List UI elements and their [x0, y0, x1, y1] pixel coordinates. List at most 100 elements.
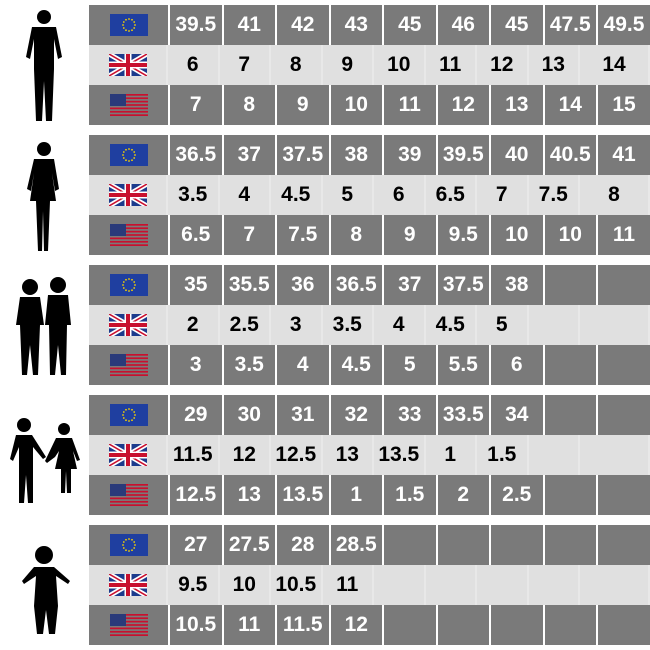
us-flag-icon [89, 475, 168, 515]
size-cell: 29 [170, 395, 222, 435]
eu-flag-icon [89, 525, 168, 565]
size-cell [528, 305, 580, 345]
size-cell: 1.5 [384, 475, 436, 515]
size-cell: 39.5 [437, 135, 489, 175]
size-cell: 35 [170, 265, 222, 305]
size-cell: 40 [491, 135, 543, 175]
size-cell: 31 [277, 395, 329, 435]
size-cell: 12 [437, 85, 489, 125]
size-cell: 7 [170, 85, 222, 125]
size-cell: 36 [277, 265, 329, 305]
size-cell: 2.5 [219, 305, 271, 345]
size-cell: 38 [330, 135, 382, 175]
size-cell: 5 [322, 175, 374, 215]
size-cell: 11 [598, 215, 650, 255]
size-cell [544, 265, 596, 305]
us-sizes-row: 10.5 11 11.5 12 [89, 605, 650, 645]
size-cell [384, 525, 436, 565]
size-cell [544, 525, 596, 565]
us-sizes-row: 3 3.5 4 4.5 5 5.5 6 [89, 345, 650, 385]
size-cell: 8 [223, 85, 275, 125]
size-cell [491, 605, 543, 645]
size-cell: 42 [277, 5, 329, 45]
eu-flag-icon [89, 135, 168, 175]
size-cell: 11.5 [277, 605, 329, 645]
size-cell: 43 [330, 5, 382, 45]
size-cell [374, 565, 426, 605]
size-cell: 1.5 [477, 435, 529, 475]
size-group: 27 27.5 28 28.5 9.5 10 10.5 11 10.5 11 11.5 12 [0, 525, 650, 645]
size-group: 29 30 31 32 33 33.5 34 11.5 12 12.5 13 13.5 1 1.5 12.5… [0, 395, 650, 515]
size-cell: 7 [223, 215, 275, 255]
size-cell: 7.5 [277, 215, 329, 255]
size-cell: 37 [384, 265, 436, 305]
size-cell: 11 [384, 85, 436, 125]
uk-flag-icon [89, 305, 168, 345]
size-cell: 6 [491, 345, 543, 385]
size-cell: 41 [598, 135, 650, 175]
size-cell: 36.5 [330, 265, 382, 305]
eu-flag-icon [89, 395, 168, 435]
size-cell [598, 345, 650, 385]
size-cell: 13 [223, 475, 275, 515]
size-cell: 28.5 [330, 525, 382, 565]
size-cell: 15 [598, 85, 650, 125]
size-cell: 35.5 [223, 265, 275, 305]
size-cell: 13 [322, 435, 374, 475]
size-cell: 11 [322, 565, 374, 605]
size-cell: 7.5 [528, 175, 580, 215]
size-cell [598, 265, 650, 305]
size-cell [598, 395, 650, 435]
size-cell: 3.5 [168, 175, 220, 215]
size-cell: 38 [491, 265, 543, 305]
size-cell [437, 605, 489, 645]
size-cell: 34 [491, 395, 543, 435]
uk-flag-icon [89, 435, 168, 475]
size-cell [477, 565, 529, 605]
size-cell: 1 [425, 435, 477, 475]
size-cell: 2 [437, 475, 489, 515]
size-cell: 12.5 [271, 435, 323, 475]
size-cell: 13 [528, 45, 580, 85]
size-group: 36.5 37 37.5 38 39 39.5 40 40.5 41 3.5 4 4.5 5 6 6.5 7 7… [0, 135, 650, 255]
size-cell [544, 395, 596, 435]
size-cell: 12 [477, 45, 529, 85]
size-cell: 45 [384, 5, 436, 45]
size-cell [544, 345, 596, 385]
size-cell: 8 [330, 215, 382, 255]
eu-sizes-row: 36.5 37 37.5 38 39 39.5 40 40.5 41 [89, 135, 650, 175]
size-cell: 37.5 [277, 135, 329, 175]
size-cell: 6.5 [170, 215, 222, 255]
size-cell: 12 [330, 605, 382, 645]
size-cell: 7 [219, 45, 271, 85]
size-cell: 41 [223, 5, 275, 45]
size-cell [528, 435, 580, 475]
eu-flag-icon [89, 5, 168, 45]
eu-flag-icon [89, 265, 168, 305]
eu-sizes-row: 39.5 41 42 43 45 46 45 47.5 49.5 [89, 5, 650, 45]
size-cell: 9 [322, 45, 374, 85]
size-cell: 47.5 [544, 5, 596, 45]
uk-sizes-row: 6 7 8 9 10 11 12 13 14 [89, 45, 650, 85]
size-cell: 10 [374, 45, 426, 85]
size-cell: 39.5 [170, 5, 222, 45]
us-sizes-row: 6.5 7 7.5 8 9 9.5 10 10 11 [89, 215, 650, 255]
size-cell [580, 435, 650, 475]
size-cell: 6.5 [425, 175, 477, 215]
size-cell: 7 [477, 175, 529, 215]
teens-silhouette-icon [0, 265, 88, 385]
size-cell [425, 565, 477, 605]
eu-sizes-row: 29 30 31 32 33 33.5 34 [89, 395, 650, 435]
size-cell: 3.5 [223, 345, 275, 385]
size-cell: 14 [580, 45, 650, 85]
size-group: 39.5 41 42 43 45 46 45 47.5 49.5 6 7 8 9 10 11 12 13 14 7 8… [0, 5, 650, 125]
size-cell: 30 [223, 395, 275, 435]
eu-sizes-row: 27 27.5 28 28.5 [89, 525, 650, 565]
us-sizes-row: 7 8 9 10 11 12 13 14 15 [89, 85, 650, 125]
size-cell: 39 [384, 135, 436, 175]
size-cell [598, 605, 650, 645]
toddler-silhouette-icon [0, 525, 88, 645]
us-flag-icon [89, 85, 168, 125]
size-cell: 9.5 [168, 565, 220, 605]
size-cell: 4.5 [271, 175, 323, 215]
